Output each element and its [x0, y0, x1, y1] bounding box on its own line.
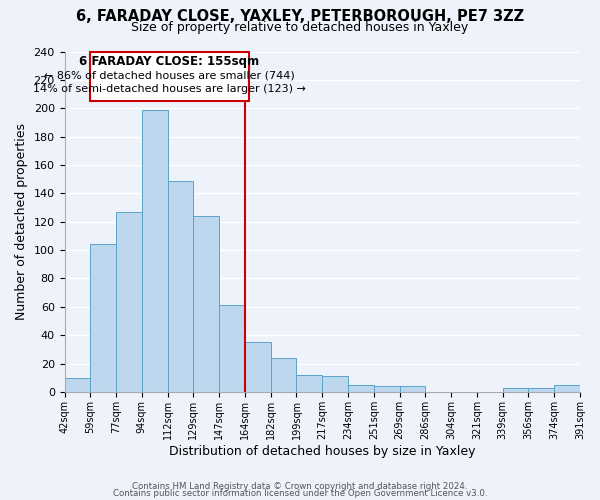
- Bar: [91, 244, 116, 392]
- Text: Contains HM Land Registry data © Crown copyright and database right 2024.: Contains HM Land Registry data © Crown c…: [132, 482, 468, 491]
- Text: ← 86% of detached houses are smaller (744): ← 86% of detached houses are smaller (74…: [44, 70, 295, 80]
- Bar: [503, 388, 529, 392]
- Text: Contains public sector information licensed under the Open Government Licence v3: Contains public sector information licen…: [113, 489, 487, 498]
- Bar: [529, 388, 554, 392]
- Bar: [65, 378, 91, 392]
- Bar: [322, 376, 348, 392]
- Y-axis label: Number of detached properties: Number of detached properties: [15, 123, 28, 320]
- Bar: [193, 216, 219, 392]
- FancyBboxPatch shape: [91, 52, 249, 101]
- Bar: [400, 386, 425, 392]
- X-axis label: Distribution of detached houses by size in Yaxley: Distribution of detached houses by size …: [169, 444, 476, 458]
- Text: 6, FARADAY CLOSE, YAXLEY, PETERBOROUGH, PE7 3ZZ: 6, FARADAY CLOSE, YAXLEY, PETERBOROUGH, …: [76, 9, 524, 24]
- Text: Size of property relative to detached houses in Yaxley: Size of property relative to detached ho…: [131, 21, 469, 34]
- Bar: [271, 358, 296, 392]
- Text: 6 FARADAY CLOSE: 155sqm: 6 FARADAY CLOSE: 155sqm: [79, 55, 260, 68]
- Bar: [374, 386, 400, 392]
- Bar: [167, 180, 193, 392]
- Bar: [554, 385, 580, 392]
- Bar: [142, 110, 167, 392]
- Bar: [296, 375, 322, 392]
- Bar: [245, 342, 271, 392]
- Bar: [348, 385, 374, 392]
- Bar: [219, 306, 245, 392]
- Text: 14% of semi-detached houses are larger (123) →: 14% of semi-detached houses are larger (…: [33, 84, 306, 94]
- Bar: [116, 212, 142, 392]
